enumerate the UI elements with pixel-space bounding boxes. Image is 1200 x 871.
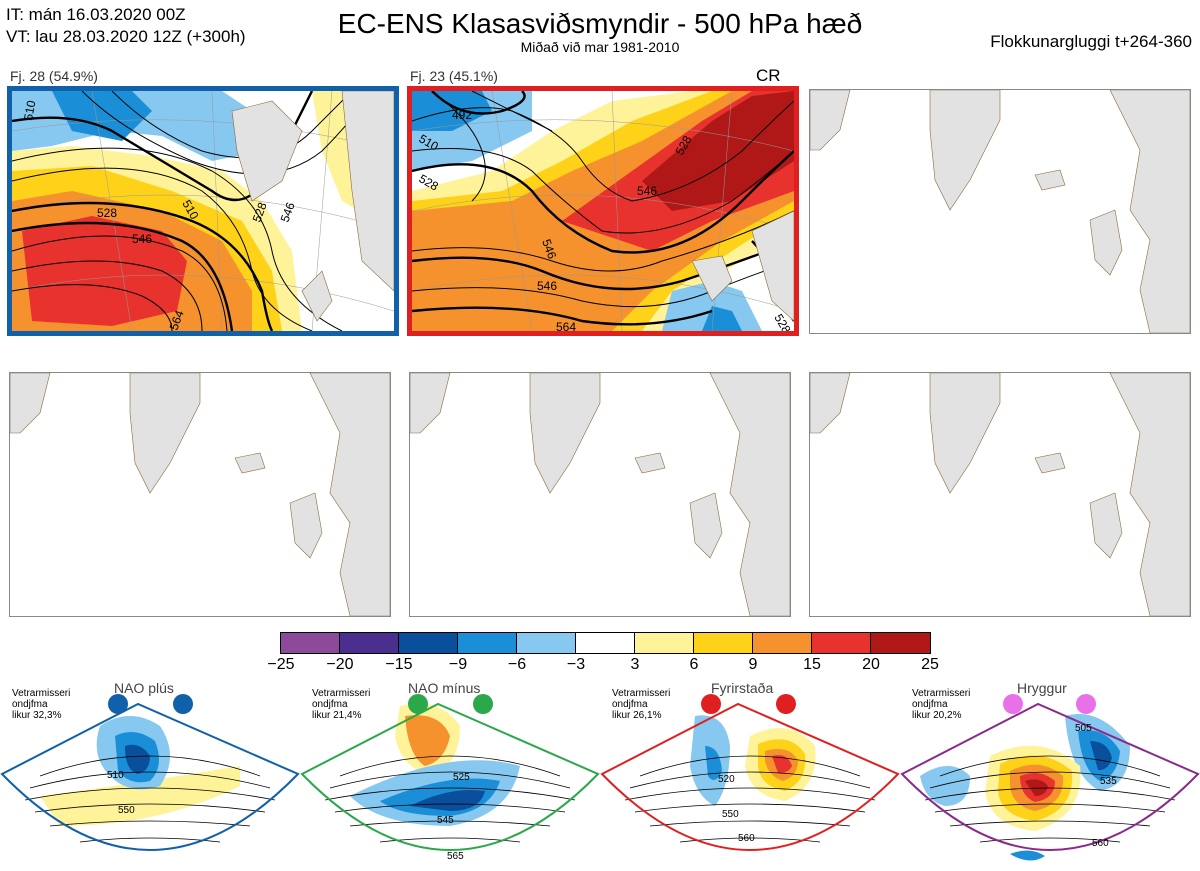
contour-label: 546: [278, 200, 298, 224]
colorbar-swatch: [517, 633, 576, 653]
valid-time: VT: lau 28.03.2020 12Z (+300h): [6, 27, 246, 46]
colorbar-tick-label: 3: [630, 656, 640, 673]
colorbar-tick-label: −6: [507, 656, 527, 673]
colorbar-tick-label: −9: [448, 656, 468, 673]
contour-label: 560: [738, 833, 755, 844]
regime-map: 505 535 560: [900, 694, 1200, 861]
cluster-panel-1[interactable]: 510 528 546 510 528 546 564: [7, 86, 399, 336]
regime-map: 510 550: [0, 694, 300, 851]
colorbar-swatch: [871, 633, 930, 653]
contour-label: 546: [539, 237, 559, 261]
regime-title: NAO plús: [114, 680, 174, 696]
colorbar-swatch: [576, 633, 635, 653]
colorbar-swatch: [812, 633, 871, 653]
colorbar-swatch: [753, 633, 812, 653]
regime-note: Vetrarmisseri ondjfma likur 20,2%: [912, 688, 971, 721]
cluster-2-map: 492 510 528 546 528 546 564 528 546: [412, 91, 794, 331]
contour-label: 545: [437, 815, 454, 826]
contour-label: 505: [1075, 723, 1092, 734]
regime-title: Hryggur: [1017, 680, 1067, 696]
colorbar-tick-label: −3: [566, 656, 586, 673]
contour-label: 528: [97, 206, 117, 220]
regime-map: 525 545 565: [300, 694, 600, 862]
contour-label: 560: [1092, 838, 1109, 849]
colorbar-swatch: [340, 633, 399, 653]
contour-label: 550: [722, 809, 739, 820]
colorbar-tick-label: 6: [689, 656, 699, 673]
empty-map: [810, 90, 1190, 333]
panel-1-label: Fj. 28 (54.9%): [10, 68, 98, 84]
regime-note: Vetrarmisseri ondjfma likur 26,1%: [612, 688, 671, 721]
regime-blocking[interactable]: 520 550 560 Fyrirstaða Vetrarmisseri ondj…: [600, 676, 900, 871]
colorbar-swatch: [458, 633, 517, 653]
init-time: IT: mán 16.03.2020 00Z: [6, 5, 186, 24]
panel-2-label: Fj. 23 (45.1%): [410, 68, 498, 84]
page-title: EC-ENS Klasasviðsmyndir - 500 hPa hæð: [337, 8, 863, 39]
colorbar-swatch: [635, 633, 694, 653]
regime-note: Vetrarmisseri ondjfma likur 21,4%: [312, 688, 371, 721]
colorbar-tick-label: −20: [326, 656, 354, 673]
regime-title: NAO mínus: [408, 680, 481, 696]
cluster-panel-6[interactable]: [809, 372, 1191, 617]
colorbar-tick-label: 9: [748, 656, 758, 673]
regime-nao-plus[interactable]: 510 550 NAO plús Vetrarmisseri ondjfma lik…: [0, 676, 300, 871]
contour-label: 535: [1100, 776, 1117, 787]
regime-nao-minus[interactable]: 525 545 565 NAO mínus Vetrarmisseri ondjf…: [300, 676, 600, 871]
empty-map: [810, 373, 1190, 616]
cluster-panel-5[interactable]: [409, 372, 791, 617]
cluster-1-map: 510 528 546 510 528 546 564: [12, 91, 394, 331]
colorbar-tick-label: 15: [803, 656, 821, 673]
contour-label: 525: [453, 772, 470, 783]
cluster-panel-4[interactable]: [9, 372, 391, 617]
regime-note: Vetrarmisseri ondjfma likur 32,3%: [12, 688, 71, 721]
colorbar-swatch: [694, 633, 753, 653]
contour-label: 528: [250, 200, 270, 224]
contour-label: 546: [637, 184, 657, 198]
contour-label: 492: [452, 108, 472, 122]
colorbar-swatch: [399, 633, 458, 653]
contour-label: 564: [556, 320, 576, 331]
contour-label: 546: [537, 279, 557, 293]
empty-map: [410, 373, 790, 616]
contour-label: 510: [107, 770, 124, 781]
colorbar-tick-label: 20: [862, 656, 880, 673]
cluster-panel-3[interactable]: [809, 89, 1191, 334]
page-subtitle: Miðað við mar 1981-2010: [520, 39, 680, 55]
regime-ridge[interactable]: 505 535 560 Hryggur Vetrarmisseri ondjfma…: [900, 676, 1200, 871]
anomaly-colorbar: [280, 632, 931, 654]
contour-label: 510: [21, 99, 38, 121]
regime-title: Fyrirstaða: [711, 680, 774, 696]
contour-label: 546: [132, 232, 152, 246]
empty-map: [10, 373, 390, 616]
contour-label: 550: [118, 805, 135, 816]
cluster-badge: CR: [756, 66, 781, 85]
contour-label: 520: [718, 774, 735, 785]
classification-window: Flokkunargluggi t+264-360: [990, 32, 1192, 51]
colorbar-tick-label: −25: [267, 656, 295, 673]
contour-label: 564: [167, 308, 187, 331]
colorbar-swatch: [281, 633, 340, 653]
colorbar-tick-label: 25: [921, 656, 939, 673]
contour-label: 565: [447, 851, 464, 862]
colorbar-tick-label: −15: [385, 656, 413, 673]
cluster-panel-2[interactable]: 492 510 528 546 528 546 564 528 546: [407, 86, 799, 336]
header-run-info: IT: mán 16.03.2020 00Z VT: lau 28.03.202…: [6, 4, 246, 48]
regime-map: 520 550 560: [600, 694, 900, 851]
